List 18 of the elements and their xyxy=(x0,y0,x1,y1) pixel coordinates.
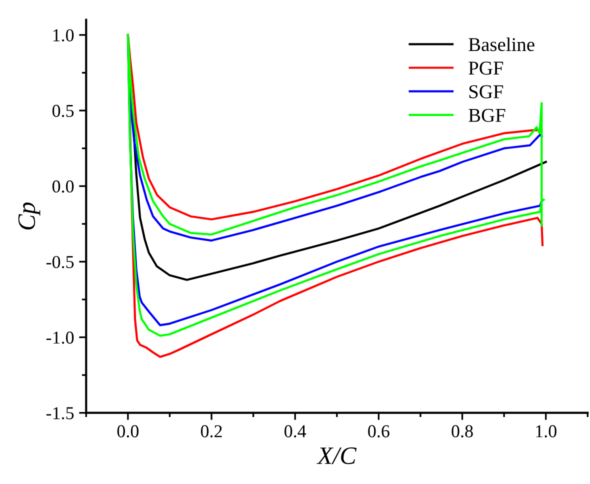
legend-label: Baseline xyxy=(468,37,534,52)
y-tick-label: 0.5 xyxy=(52,104,74,118)
y-tick-label: -1.0 xyxy=(46,332,74,344)
x-tick-label: 0.4 xyxy=(284,425,306,438)
legend-label: BGF xyxy=(468,108,506,122)
x-tick-label: 1.0 xyxy=(536,425,556,438)
y-tick-label: 1.0 xyxy=(53,29,74,42)
y-tick-label: -0.5 xyxy=(46,256,74,268)
x-tick-label: 0.2 xyxy=(200,425,222,438)
y-tick-label: 0.0 xyxy=(52,180,74,193)
x-tick-label: 0.8 xyxy=(452,425,473,438)
legend-label: SGF xyxy=(469,85,504,98)
x-tick-label: 0.6 xyxy=(368,425,390,438)
x-tick-label: 0.0 xyxy=(117,425,139,438)
y-tick-label: -1.5 xyxy=(46,407,74,420)
x-axis-title: X/C xyxy=(316,447,357,464)
y-axis-title: Cp xyxy=(18,202,40,230)
legend-label: PGF xyxy=(468,62,504,75)
